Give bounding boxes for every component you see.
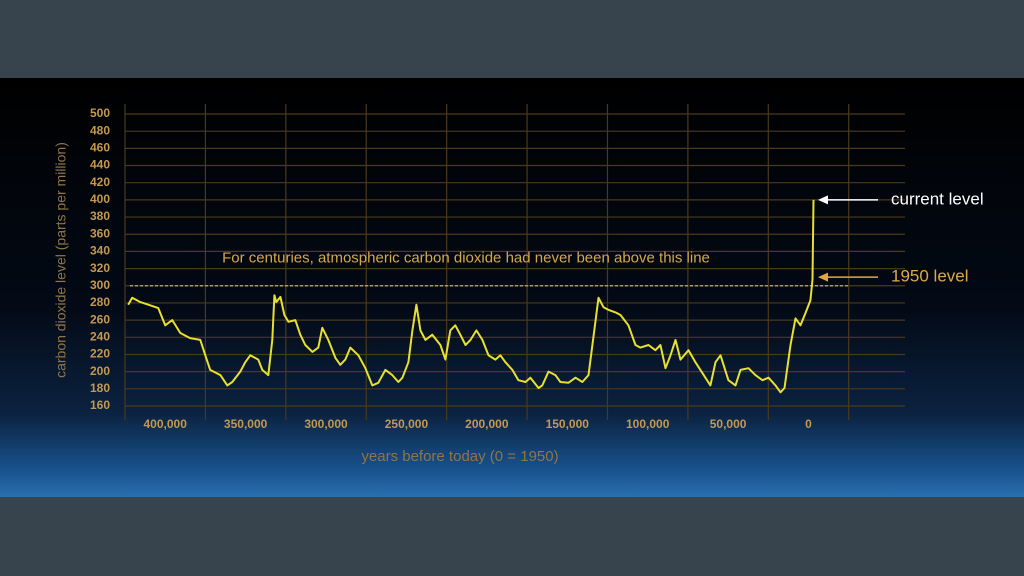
y-tick-label: 360: [90, 226, 110, 240]
y-tick-label: 240: [90, 329, 110, 343]
y-tick-label: 200: [90, 364, 110, 378]
y-axis-label: carbon dioxide level (parts per million): [53, 142, 69, 378]
x-tick-label: 350,000: [224, 417, 268, 431]
y-tick-label: 280: [90, 295, 110, 309]
annotation-label: current level: [891, 189, 984, 208]
data-line: [127, 199, 815, 394]
y-tick-label: 420: [90, 175, 110, 189]
chart-panel: [0, 78, 1024, 497]
arrow-head: [818, 272, 828, 282]
reference-caption: For centuries, atmospheric carbon dioxid…: [222, 250, 710, 267]
y-tick-label: 400: [90, 192, 110, 206]
x-tick-label: 0: [805, 417, 812, 431]
y-tick-label: 340: [90, 244, 110, 258]
x-tick-label: 400,000: [144, 417, 188, 431]
arrow-head: [818, 195, 828, 205]
x-tick-label: 150,000: [546, 417, 590, 431]
y-tick-label: 440: [90, 158, 110, 172]
x-axis-label: years before today (0 = 1950): [361, 448, 558, 465]
x-tick-label: 100,000: [626, 417, 670, 431]
x-tick-label: 250,000: [385, 417, 429, 431]
y-tick-label: 320: [90, 261, 110, 275]
y-tick-label: 180: [90, 381, 110, 395]
y-tick-label: 500: [90, 106, 110, 120]
annotation-label: 1950 level: [891, 267, 969, 286]
y-tick-label: 380: [90, 209, 110, 223]
x-tick-label: 50,000: [710, 417, 747, 431]
x-tick-label: 200,000: [465, 417, 509, 431]
y-tick-label: 260: [90, 312, 110, 326]
y-tick-label: 460: [90, 141, 110, 155]
y-tick-label: 160: [90, 398, 110, 412]
y-tick-label: 300: [90, 278, 110, 292]
y-tick-label: 220: [90, 347, 110, 361]
x-tick-label: 300,000: [304, 417, 348, 431]
y-tick-label: 480: [90, 123, 110, 137]
